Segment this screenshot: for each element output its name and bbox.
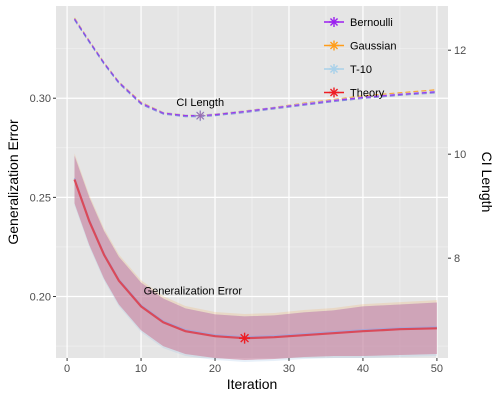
ci-length-series	[73, 17, 437, 118]
ci-marker-bernoulli	[195, 110, 206, 121]
x-tick-label: 40	[357, 363, 369, 375]
x-axis-title: Iteration	[227, 376, 278, 392]
legend-key-t-10	[324, 64, 344, 74]
ribbon-t10	[74, 155, 437, 362]
y-axis-right: 8 10 12	[448, 45, 466, 265]
legend-marker-icon	[329, 17, 339, 27]
legend-key-theory	[324, 87, 344, 98]
annotations: CI Length Generalization Error	[144, 97, 243, 297]
ribbon-theory	[74, 155, 437, 360]
legend-key-bernoulli	[324, 17, 344, 27]
y2-tick-label: 8	[454, 253, 460, 265]
y2-tick-label: 10	[454, 149, 466, 161]
x-tick-label: 30	[283, 363, 295, 375]
legend-marker-icon	[329, 87, 339, 98]
ribbon-bernoulli	[74, 155, 437, 360]
y-axis-title: Generalization Error	[5, 119, 21, 245]
legend-marker-icon	[329, 64, 339, 74]
x-tick-label: 20	[209, 363, 221, 375]
y-tick-label: 0.25	[30, 192, 51, 204]
legend-label: Gaussian	[350, 41, 396, 53]
y2-tick-label: 12	[454, 45, 466, 57]
y-axis-left: 0.20 0.25 0.30	[30, 93, 56, 304]
legend-label: Bernoulli	[350, 17, 393, 29]
annotation-generalization-error: Generalization Error	[144, 286, 243, 298]
legend-label: T-10	[350, 64, 372, 76]
x-tick-label: 10	[135, 363, 147, 375]
legend-label: Theory	[350, 88, 385, 100]
y-tick-label: 0.30	[30, 93, 51, 105]
series-markers	[194, 110, 251, 344]
legend-marker-icon	[329, 40, 339, 51]
y-tick-label: 0.20	[30, 292, 51, 304]
x-axis: 0 10 20 30 40 50	[64, 358, 443, 375]
grid-major	[56, 6, 448, 358]
annotation-ci-length: CI Length	[176, 97, 224, 109]
ci-line-bernoulli-shadow	[74, 19, 437, 118]
x-tick-label: 0	[64, 363, 70, 375]
theory-marker	[239, 332, 251, 344]
legend-key-gaussian	[324, 40, 344, 51]
x-tick-label: 50	[431, 363, 443, 375]
theory-series	[73, 177, 437, 340]
y2-axis-title: CI Length	[479, 152, 495, 213]
gen-error-line-theory	[73, 179, 437, 340]
legend: Bernoulli Gaussian T-10 Theory	[324, 17, 396, 100]
grid-minor	[56, 6, 448, 358]
ribbon-gaussian	[74, 153, 437, 360]
ci-line-bernoulli	[73, 18, 437, 117]
confidence-ribbons	[74, 153, 437, 362]
